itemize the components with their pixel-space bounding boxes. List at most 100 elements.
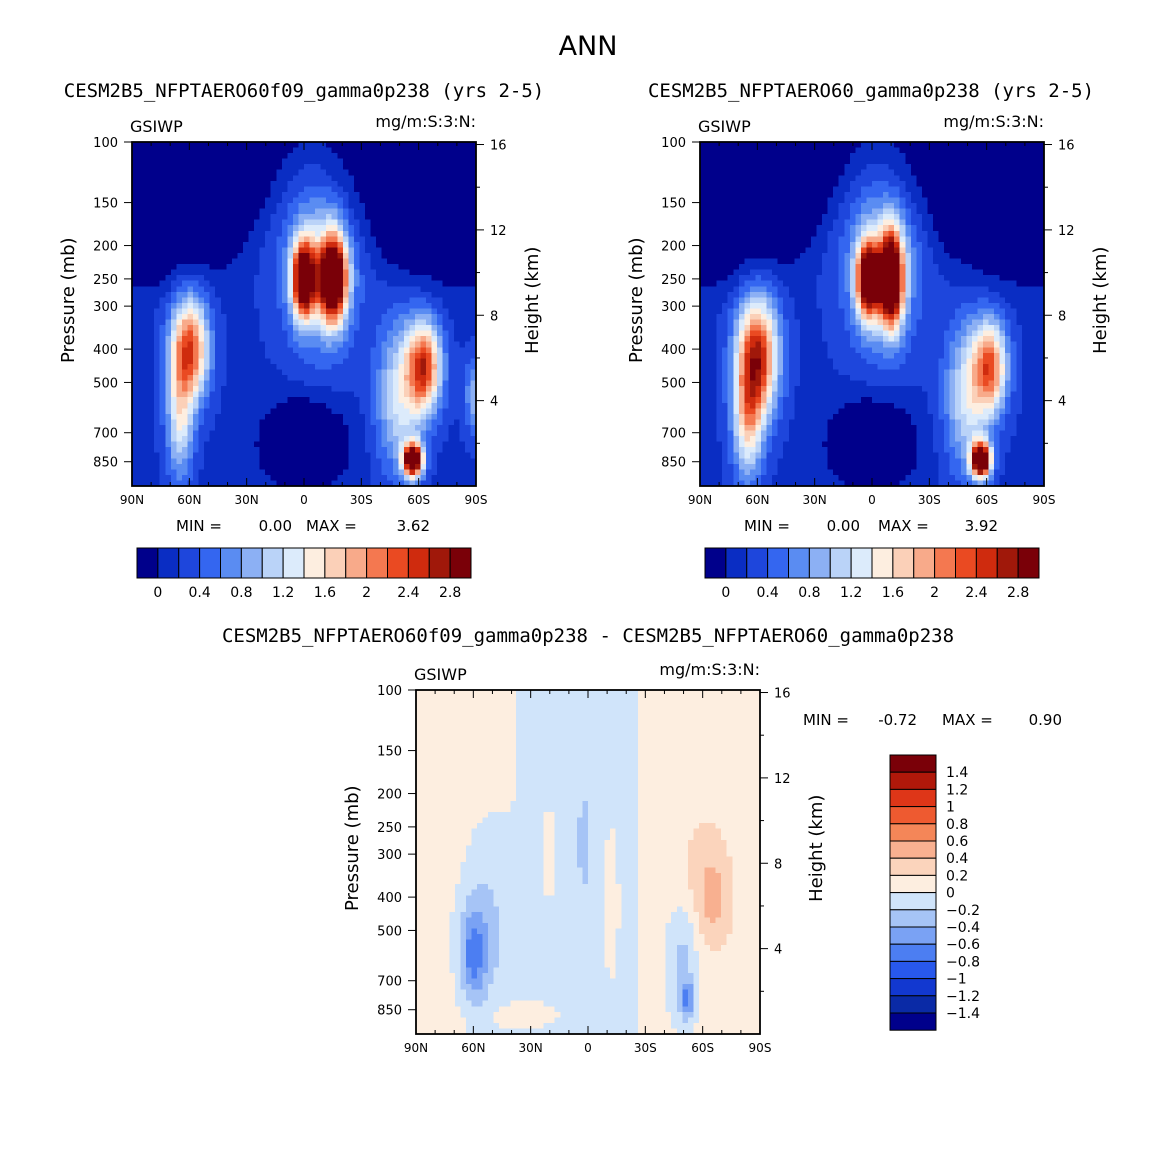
contour-cell bbox=[459, 369, 466, 376]
contour-cell bbox=[198, 358, 205, 365]
contour-cell bbox=[464, 424, 472, 432]
contour-cell bbox=[143, 208, 150, 215]
contour-cell bbox=[326, 319, 333, 326]
contour-cell bbox=[281, 441, 288, 448]
contour-cell bbox=[960, 208, 967, 215]
contour-cell bbox=[276, 375, 283, 382]
contour-cell bbox=[265, 447, 272, 454]
contour-cell bbox=[304, 269, 311, 276]
contour-cell bbox=[921, 203, 929, 210]
contour-cell bbox=[170, 208, 177, 215]
contour-cell bbox=[287, 458, 294, 465]
contour-cell bbox=[960, 219, 967, 226]
contour-cell bbox=[265, 164, 272, 171]
contour-cell bbox=[899, 164, 906, 171]
contour-cell bbox=[220, 197, 227, 204]
contour-cell bbox=[933, 197, 940, 204]
contour-cell bbox=[387, 230, 394, 237]
contour-cell bbox=[309, 480, 316, 487]
contour-cell bbox=[326, 280, 333, 287]
contour-cell bbox=[883, 142, 890, 149]
contour-cell bbox=[326, 169, 333, 176]
contour-cell bbox=[883, 191, 890, 199]
contour-cell bbox=[242, 247, 250, 254]
contour-cell bbox=[994, 230, 1001, 237]
contour-cell bbox=[437, 252, 444, 260]
contour-cell bbox=[464, 413, 472, 421]
contour-cell bbox=[426, 308, 433, 315]
contour-cell bbox=[281, 325, 288, 332]
contour-cell bbox=[866, 225, 873, 232]
contour-cell bbox=[270, 325, 277, 332]
contour-cell bbox=[187, 208, 194, 215]
contour-cell bbox=[315, 230, 322, 237]
contour-cell bbox=[342, 391, 349, 398]
contour-cell bbox=[320, 436, 327, 443]
contour-cell bbox=[949, 186, 956, 193]
contour-cell bbox=[370, 369, 377, 376]
contour-cell bbox=[170, 330, 177, 337]
contour-cell bbox=[337, 247, 344, 254]
contour-cell bbox=[193, 447, 200, 454]
contour-cell bbox=[315, 480, 322, 487]
contour-cell bbox=[276, 252, 283, 260]
contour-cell bbox=[237, 153, 244, 160]
contour-cell bbox=[894, 153, 901, 160]
contour-cell bbox=[365, 413, 372, 421]
contour-cell bbox=[459, 252, 466, 260]
contour-cell bbox=[276, 147, 283, 154]
contour-cell bbox=[960, 147, 967, 154]
contour-cell bbox=[955, 230, 962, 237]
contour-cell bbox=[733, 142, 740, 149]
contour-cell bbox=[727, 169, 734, 176]
contour-cell bbox=[248, 286, 255, 293]
contour-cell bbox=[220, 436, 227, 443]
contour-cell bbox=[132, 308, 139, 315]
contour-cell bbox=[971, 208, 979, 215]
contour-cell bbox=[409, 297, 416, 304]
contour-cell bbox=[392, 197, 399, 204]
contour-cell bbox=[265, 419, 272, 426]
contour-cell bbox=[320, 197, 327, 204]
contour-cell bbox=[298, 269, 305, 276]
contour-cell bbox=[281, 386, 288, 393]
contour-cell bbox=[442, 197, 449, 204]
contour-cell bbox=[326, 158, 333, 165]
contour-cell bbox=[916, 164, 923, 171]
contour-cell bbox=[165, 291, 172, 298]
contour-cell bbox=[783, 225, 790, 232]
contour-cell bbox=[381, 203, 388, 210]
contour-cell bbox=[187, 291, 194, 298]
contour-cell bbox=[193, 319, 200, 326]
contour-cell bbox=[132, 302, 139, 310]
contour-cell bbox=[387, 336, 394, 343]
contour-cell bbox=[872, 180, 879, 187]
contour-cell bbox=[453, 391, 460, 398]
contour-cell bbox=[170, 203, 177, 210]
contour-cell bbox=[426, 142, 433, 149]
contour-cell bbox=[414, 164, 422, 171]
contour-cell bbox=[132, 347, 139, 354]
contour-cell bbox=[215, 269, 222, 276]
contour-cell bbox=[242, 352, 250, 359]
contour-cell bbox=[894, 191, 901, 199]
contour-cell bbox=[464, 142, 472, 149]
contour-cell bbox=[453, 280, 460, 287]
contour-cell bbox=[1032, 186, 1040, 193]
contour-cell bbox=[242, 436, 250, 443]
contour-cell bbox=[448, 358, 455, 365]
contour-cell bbox=[209, 191, 216, 199]
contour-cell bbox=[209, 214, 216, 221]
contour-cell bbox=[749, 219, 757, 226]
contour-cell bbox=[193, 325, 200, 332]
contour-cell bbox=[315, 452, 322, 459]
contour-cell bbox=[1038, 164, 1045, 171]
contour-cell bbox=[398, 447, 405, 454]
contour-cell bbox=[132, 264, 139, 271]
contour-cell bbox=[414, 447, 422, 454]
contour-cell bbox=[331, 352, 338, 359]
contour-cell bbox=[955, 191, 962, 199]
contour-cell bbox=[132, 203, 139, 210]
contour-cell bbox=[270, 241, 277, 249]
contour-cell bbox=[426, 397, 433, 404]
